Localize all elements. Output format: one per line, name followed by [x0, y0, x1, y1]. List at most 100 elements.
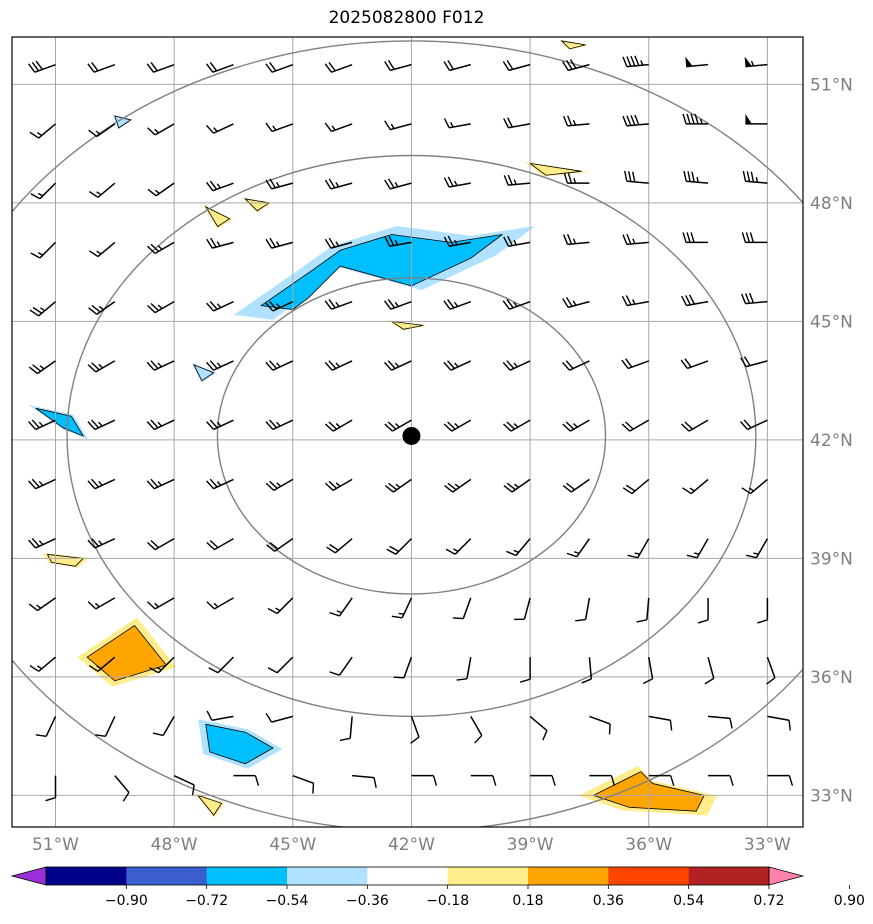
wind-barb [708, 715, 733, 729]
wind-barb [621, 295, 649, 307]
wind-barb [29, 301, 56, 317]
wind-barb [383, 299, 412, 310]
wind-barb [519, 657, 531, 683]
colorbar-tick-label: 0.72 [753, 893, 784, 909]
wind-barb [30, 241, 57, 259]
wind-barb [745, 113, 768, 125]
wind-barb [443, 360, 472, 371]
wind-barb [28, 478, 56, 490]
colorbar-max-extend [768, 866, 805, 886]
range-ring [216, 277, 607, 595]
wind-barb [767, 715, 791, 731]
latitude-tick-label: 39°N [810, 549, 853, 569]
wind-barb [680, 419, 709, 432]
wind-barb [708, 774, 734, 786]
wind-barb [384, 478, 412, 493]
wind-barb [562, 297, 590, 309]
wind-barb [206, 180, 234, 192]
wind-barb [30, 182, 57, 200]
wind-barb [589, 715, 611, 735]
wind-barb [741, 232, 768, 244]
wind-barb [443, 299, 472, 310]
colorbar-segment [126, 867, 208, 885]
colorbar-tick-label: −0.72 [185, 893, 228, 909]
positive-anomaly-region [204, 205, 231, 228]
colorbar-segment [528, 867, 609, 885]
wind-barb [28, 597, 56, 612]
wind-barb [621, 419, 650, 432]
negative-anomaly-region [193, 364, 215, 382]
longitude-tick-label: 39°W [507, 835, 554, 855]
wind-barb [503, 478, 531, 493]
colorbar-segment [287, 867, 368, 885]
wind-barb [562, 59, 590, 72]
wind-barb [324, 62, 353, 73]
wind-barb [503, 235, 531, 247]
wind-barb [206, 710, 234, 721]
wind-barb [410, 716, 420, 744]
colorbar-segment [447, 867, 529, 885]
wind-barb [766, 656, 776, 685]
wind-barb [28, 537, 56, 549]
wind-barb [149, 656, 175, 674]
wind-barb [642, 657, 654, 685]
longitude-tick-label: 33°W [744, 835, 791, 855]
wind-barb [386, 538, 412, 555]
longitude-tick-label: 36°W [625, 835, 672, 855]
wind-barb [206, 419, 234, 431]
map-title: 2025082800 F012 [328, 8, 485, 28]
wind-barb [267, 656, 294, 674]
wind-barb [456, 657, 472, 681]
longitude-tick-label: 42°W [388, 835, 435, 855]
colorbar: −0.90 −0.72 −0.54 −0.36 −0.18 0.18 0.36 0.54 0.7… [10, 866, 865, 909]
wind-barb [443, 235, 471, 247]
wind-barb [324, 237, 353, 249]
colorbar-segment [367, 867, 449, 885]
wind-barb [292, 774, 315, 794]
wind-barb [384, 178, 412, 190]
wind-barb [206, 478, 234, 490]
wind-barb [624, 170, 649, 184]
wind-barb [265, 360, 294, 371]
wind-barb [443, 60, 471, 72]
wind-barb [147, 241, 175, 255]
wind-barb [384, 360, 412, 371]
center-marker-layer [402, 426, 421, 445]
positive-anomaly-region [196, 794, 223, 816]
wind-barb [384, 235, 412, 247]
wind-barb [45, 775, 57, 802]
wind-barb [114, 775, 130, 802]
wind-barb [146, 360, 175, 371]
wind-barb [502, 299, 531, 310]
graticule [12, 37, 803, 827]
wind-barb [566, 538, 591, 558]
wind-barb [682, 232, 709, 244]
wind-barb [562, 419, 590, 432]
wind-barb [208, 656, 235, 674]
axis-tick-labels: 51°W 48°W 45°W 42°W 39°W 36°W 33°W 33°N 36°N 39°N… [32, 75, 853, 855]
positive-anomaly-region [529, 163, 582, 176]
wind-barb [265, 62, 294, 73]
wind-barb [744, 56, 768, 68]
wind-barb [28, 60, 56, 73]
wind-barb [146, 62, 175, 73]
wind-barb [29, 656, 56, 672]
wind-barb [88, 123, 116, 138]
colorbar-tick-label: 0.36 [593, 893, 624, 909]
wind-barb [589, 774, 616, 786]
latitude-tick-label: 42°N [810, 431, 853, 451]
wind-barb [680, 358, 709, 370]
wind-barb [266, 538, 294, 552]
wind-barb [384, 60, 412, 72]
wind-barb [530, 774, 556, 786]
wind-barb [28, 419, 56, 431]
wind-barb [329, 597, 353, 617]
negative-anomaly-region [260, 234, 503, 310]
wind-barb [563, 234, 590, 246]
wind-barb [575, 597, 591, 622]
colorbar-segment [46, 867, 127, 885]
wind-barb [339, 716, 353, 742]
wind-barb [622, 478, 650, 495]
wind-barb [581, 657, 593, 684]
